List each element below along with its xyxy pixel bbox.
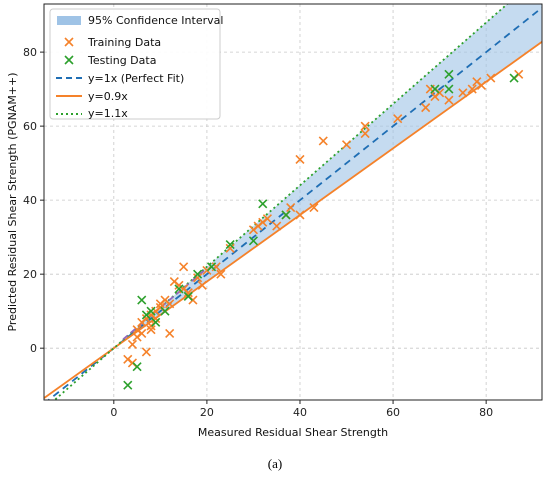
training-point xyxy=(225,243,235,253)
testing-point xyxy=(509,73,519,83)
testing-point xyxy=(160,306,170,316)
training-point xyxy=(141,347,151,357)
testing-point xyxy=(137,295,147,305)
data-points-layer xyxy=(123,69,524,390)
y09-line xyxy=(44,41,542,399)
legend-label-testing: Testing Data xyxy=(87,54,156,67)
training-point xyxy=(341,140,352,150)
training-point xyxy=(197,280,207,290)
testing-point xyxy=(174,284,184,294)
training-point xyxy=(137,328,147,338)
training-point xyxy=(486,73,496,83)
training-point xyxy=(272,221,282,231)
training-point xyxy=(127,339,137,350)
training-point xyxy=(458,88,468,98)
training-point xyxy=(146,325,156,335)
training-point xyxy=(295,154,305,165)
testing-point xyxy=(151,317,161,327)
training-point xyxy=(360,121,370,131)
y-tick-label: 40 xyxy=(23,194,37,207)
y-tick-label: 80 xyxy=(23,46,37,59)
x-tick-label: 20 xyxy=(200,406,214,419)
training-point xyxy=(179,262,189,272)
chart-figure: 0 20 40 60 80 0 20 40 60 80 Measured Residual She… xyxy=(6,3,543,439)
testing-point xyxy=(225,239,235,250)
training-point xyxy=(183,288,193,298)
testing-point xyxy=(444,84,454,94)
training-point xyxy=(165,328,175,338)
tick-layer: 0 20 40 60 80 0 20 40 60 80 xyxy=(23,46,493,419)
legend-box xyxy=(49,8,221,120)
testing-point xyxy=(444,69,454,79)
training-point xyxy=(193,273,203,283)
x-tick-label: 40 xyxy=(293,406,307,419)
testing-point xyxy=(258,199,268,209)
testing-point xyxy=(193,269,203,279)
x-tick-label: 60 xyxy=(386,406,400,419)
legend-label-training: Training Data xyxy=(87,36,161,49)
x-tick-label: 80 xyxy=(479,406,493,419)
legend-label-y11: y=1.1x xyxy=(88,107,128,120)
training-point xyxy=(295,210,305,220)
y-axis-label: Predicted Residual Shear Strength (PGNAM… xyxy=(6,72,19,331)
testing-point xyxy=(281,210,291,220)
training-point xyxy=(476,80,487,90)
x-tick-label: 0 xyxy=(110,406,117,419)
training-point xyxy=(165,299,175,309)
y-tick-label: 20 xyxy=(23,268,37,281)
training-point xyxy=(216,269,226,279)
training-point xyxy=(421,103,431,113)
testing-point xyxy=(183,291,193,301)
training-point xyxy=(444,95,454,105)
y-tick-label: 60 xyxy=(23,120,37,133)
legend-label-band: 95% Confidence Interval xyxy=(88,14,223,27)
testing-point xyxy=(206,262,217,272)
legend-label-perfect-fit: y=1x (Perfect Fit) xyxy=(88,72,184,85)
training-point xyxy=(467,84,477,94)
testing-point xyxy=(132,362,142,372)
testing-point xyxy=(248,236,259,246)
fit-segment xyxy=(122,267,208,340)
legend: 95% Confidence Interval Training Data Te… xyxy=(49,8,223,120)
legend-swatch-band xyxy=(57,16,81,25)
plot-frame xyxy=(43,3,543,401)
legend-swatch-training xyxy=(64,37,74,47)
training-point xyxy=(286,202,296,213)
testing-point xyxy=(146,306,156,316)
legend-label-y09: y=0.9x xyxy=(88,90,128,103)
y-tick-label: 0 xyxy=(30,342,37,355)
testing-point xyxy=(430,84,440,94)
training-point xyxy=(318,136,328,146)
training-point xyxy=(309,202,319,213)
figure-caption: (a) xyxy=(267,456,283,471)
training-point xyxy=(262,214,272,224)
training-point xyxy=(393,114,403,124)
testing-point xyxy=(123,380,133,390)
x-axis-label: Measured Residual Shear Strength xyxy=(198,426,388,439)
legend-swatch-testing xyxy=(64,55,74,65)
training-point xyxy=(151,314,161,324)
training-point xyxy=(360,128,370,139)
